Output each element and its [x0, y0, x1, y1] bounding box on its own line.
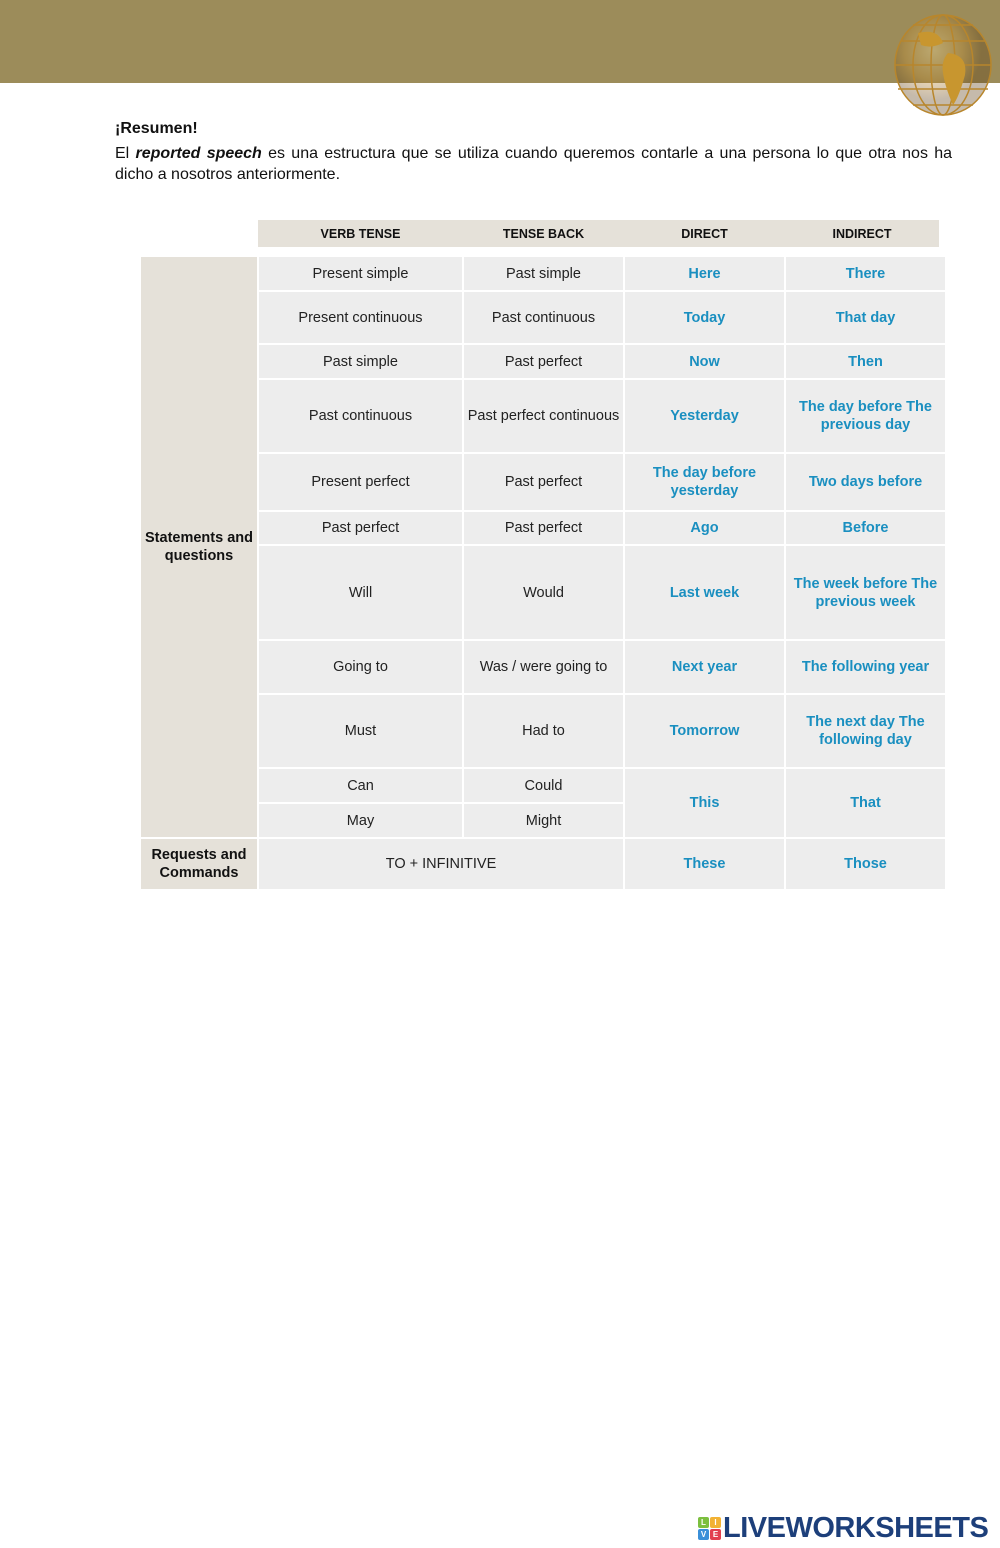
indirect-cell: That — [786, 769, 945, 837]
verb-tense-cell: Going to — [259, 641, 462, 693]
indirect-cell: Before — [786, 512, 945, 544]
table-row: Past simple Past perfect Now Then — [141, 345, 945, 378]
verb-tense-cell: Can — [259, 769, 462, 802]
table-row: Going to Was / were going to Next year The … — [141, 641, 945, 693]
direct-cell: Ago — [625, 512, 784, 544]
logo-text: LIVEWORKSHEETS — [723, 1512, 989, 1544]
summary-title: ¡Resumen! — [115, 120, 198, 137]
intro-rest: es una estructura que se utiliza cuando … — [115, 145, 953, 183]
tense-back-cell: Might — [464, 804, 623, 837]
direct-cell: Yesterday — [625, 380, 784, 452]
tense-back-cell: Had to — [464, 695, 623, 767]
intro-emphasis: reported speech — [135, 145, 262, 162]
table-row: Will Would Last week The week before The pr… — [141, 546, 945, 639]
tense-back-cell: Past perfect — [464, 454, 623, 510]
direct-cell: These — [625, 839, 784, 889]
verb-tense-cell: Present continuous — [259, 292, 462, 343]
indirect-cell: Then — [786, 345, 945, 378]
table-row: Present continuous Past continuous Today Th… — [141, 292, 945, 343]
table-row: Present perfect Past perfect The day befor… — [141, 454, 945, 510]
intro-prefix: El — [115, 145, 136, 162]
indirect-cell: The following year — [786, 641, 945, 693]
to-infinitive-cell: TO + INFINITIVE — [259, 839, 623, 889]
header-direct: DIRECT — [681, 226, 728, 241]
indirect-cell: The day before The previous day — [786, 380, 945, 452]
verb-tense-cell: Will — [259, 546, 462, 639]
indirect-cell: Two days before — [786, 454, 945, 510]
verb-tense-cell: Present perfect — [259, 454, 462, 510]
direct-cell: Tomorrow — [625, 695, 784, 767]
indirect-cell: There — [786, 257, 945, 290]
summary-intro: El reported speech es una estructura que… — [115, 143, 952, 185]
tense-back-cell: Past perfect — [464, 512, 623, 544]
verb-tense-cell: Must — [259, 695, 462, 767]
table-header: VERB TENSE TENSE BACK DIRECT INDIRECT — [258, 220, 939, 247]
indirect-cell: The week before The previous week — [786, 546, 945, 639]
direct-cell: Today — [625, 292, 784, 343]
group-requests: Requests and Commands — [141, 839, 257, 889]
table-row: Statements and questions Present simple Pa… — [141, 257, 945, 837]
table-row: May Might — [141, 804, 945, 837]
tense-back-cell: Was / were going to — [464, 641, 623, 693]
verb-tense-cell: Past simple — [259, 345, 462, 378]
direct-cell: Here — [625, 257, 784, 290]
table-row: Must Had to Tomorrow The next day The follo… — [141, 695, 945, 767]
tense-back-cell: Past simple — [464, 257, 623, 290]
verb-tense-cell: May — [259, 804, 462, 837]
tense-back-cell: Past continuous — [464, 292, 623, 343]
table-row: Can Could This That — [141, 769, 945, 837]
direct-cell: This — [625, 769, 784, 837]
header-tense-back: TENSE BACK — [502, 226, 585, 241]
header-verb-tense: VERB TENSE — [320, 226, 401, 241]
header-indirect: INDIRECT — [832, 226, 892, 241]
verb-tense-cell: Past continuous — [259, 380, 462, 452]
indirect-cell: The next day The following day — [786, 695, 945, 767]
direct-cell: Last week — [625, 546, 784, 639]
table-row: Past continuous Past perfect continuous Ye… — [141, 380, 945, 452]
globe-icon — [894, 14, 992, 116]
tense-back-cell: Would — [464, 546, 623, 639]
verb-tense-cell: Present simple — [259, 257, 462, 290]
verb-tense-cell: Past perfect — [259, 512, 462, 544]
direct-cell: Next year — [625, 641, 784, 693]
direct-cell: Now — [625, 345, 784, 378]
tense-back-cell: Past perfect continuous — [464, 380, 623, 452]
tense-back-cell: Past perfect — [464, 345, 623, 378]
table-row: Requests and Commands TO + INFINITIVE Th… — [141, 839, 945, 889]
reported-speech-table: Statements and questions Present simple Pa… — [139, 255, 947, 891]
table-row: Past perfect Past perfect Ago Before — [141, 512, 945, 544]
tense-back-cell: Could — [464, 769, 623, 802]
group-statements: Statements and questions — [141, 257, 257, 837]
header-banner — [0, 0, 1000, 83]
indirect-cell: Those — [786, 839, 945, 889]
direct-cell: The day before yesterday — [625, 454, 784, 510]
indirect-cell: That day — [786, 292, 945, 343]
